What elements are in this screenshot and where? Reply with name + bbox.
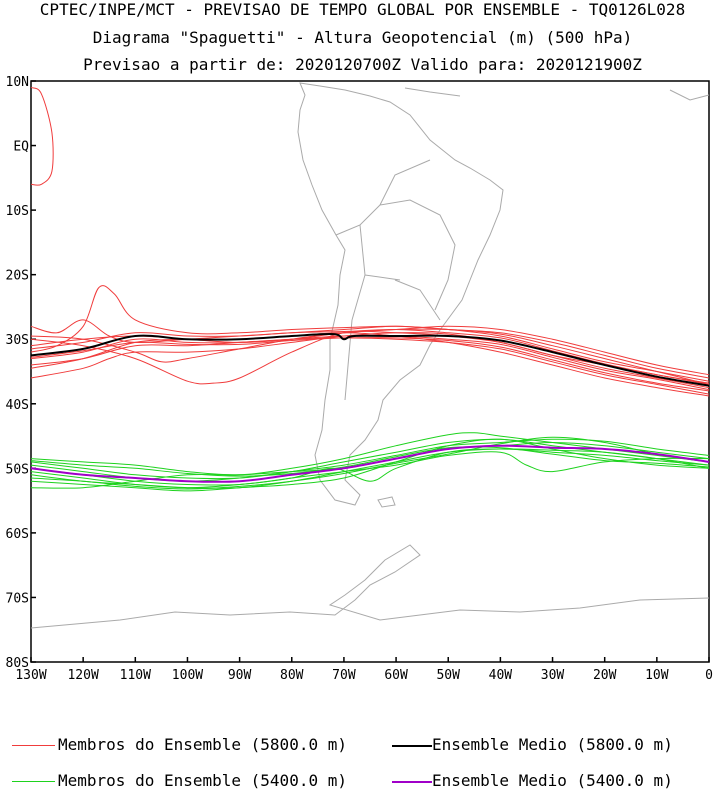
chart-title-line1: CPTEC/INPE/MCT - PREVISAO DE TEMPO GLOBA… — [39, 0, 686, 19]
y-tick-label: 10S — [6, 204, 29, 219]
series-line-members-5400-21 — [30, 448, 710, 489]
series-group-5800 — [30, 87, 710, 397]
legend-swatch-mean-5800 — [392, 745, 432, 747]
chart-title-line2: Diagrama "Spaguetti" - Altura Geopotenci… — [92, 28, 633, 47]
legend-swatch-mean-5400 — [392, 781, 432, 783]
y-tick-label: 50S — [6, 462, 29, 477]
x-tick-label: 60W — [384, 668, 408, 683]
legend-label-members-5800: Membros do Ensemble (5800.0 m) — [58, 735, 347, 754]
series-line-members-5400-18 — [30, 451, 710, 486]
x-tick-label: 90W — [228, 668, 252, 683]
series-line-members-5400-16 — [30, 438, 710, 492]
legend-swatch-members-5800 — [12, 745, 55, 746]
x-tick-label: 0 — [705, 668, 713, 683]
y-tick-label: 20S — [6, 269, 29, 284]
x-tick-label: 100W — [172, 668, 203, 683]
x-tick-label: 110W — [120, 668, 151, 683]
y-tick-label: 40S — [6, 398, 29, 413]
series-line-mean-5800-0 — [30, 332, 710, 387]
series-line-members-5800-12 — [30, 337, 710, 392]
axis-ticks: 130W 120W 110W 100W 90W 80W 70W 60W 50W 40W 30W 20W… — [6, 75, 713, 683]
legend-label-mean-5400: Ensemble Medio (5400.0 m) — [432, 771, 673, 790]
chart-title-line3: Previsao a partir de: 2020120700Z Valido… — [83, 55, 642, 74]
y-tick-label: EQ — [13, 140, 29, 155]
y-tick-label: 10N — [6, 75, 29, 90]
series-line-members-5800-10 — [30, 332, 710, 397]
x-tick-label: 10W — [645, 668, 669, 683]
series-line-members-5800-4 — [30, 337, 710, 395]
caribbean-coast — [404, 87, 710, 101]
series-line-members-5800-13 — [30, 87, 54, 186]
series-line-members-5400-23 — [30, 436, 710, 490]
y-tick-label: 60S — [6, 527, 29, 542]
x-tick-label: 30W — [541, 668, 565, 683]
series-line-members-5800-7 — [30, 319, 710, 379]
series-group-means — [30, 332, 710, 483]
y-tick-label: 30S — [6, 333, 29, 348]
y-tick-label: 70S — [6, 591, 29, 606]
country-borders — [335, 159, 456, 401]
x-tick-label: 120W — [67, 668, 98, 683]
series-line-members-5800-2 — [30, 328, 710, 384]
legend-swatch-members-5400 — [12, 781, 55, 782]
falklands-coast — [377, 496, 396, 508]
coastline-map — [30, 82, 710, 629]
series-line-members-5800-5 — [30, 332, 710, 389]
x-tick-label: 40W — [489, 668, 513, 683]
x-tick-label: 130W — [15, 668, 46, 683]
plot-frame — [30, 80, 710, 663]
series-line-mean-5400-1 — [30, 444, 710, 483]
y-tick-label: 80S — [6, 656, 29, 671]
series-line-members-5400-22 — [30, 446, 710, 477]
x-tick-label: 80W — [280, 668, 304, 683]
series-group-5400 — [30, 432, 710, 492]
x-tick-label: 70W — [332, 668, 356, 683]
south-america-coast — [297, 82, 504, 506]
antarctica-coast — [30, 544, 710, 629]
x-tick-label: 20W — [593, 668, 617, 683]
legend-label-mean-5800: Ensemble Medio (5800.0 m) — [432, 735, 673, 754]
series-line-members-5400-17 — [30, 432, 710, 476]
x-tick-label: 50W — [436, 668, 460, 683]
series-line-members-5800-6 — [30, 285, 710, 382]
legend-label-members-5400: Membros do Ensemble (5400.0 m) — [58, 771, 347, 790]
